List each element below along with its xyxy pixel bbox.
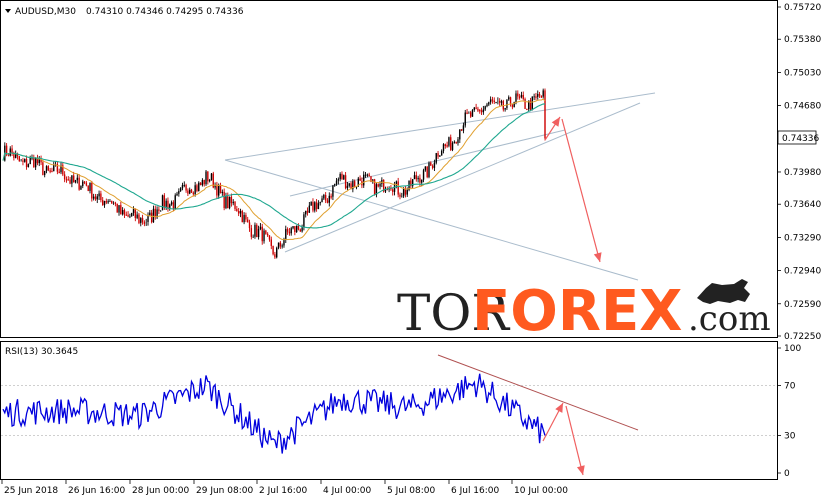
moving-averages — [2, 98, 546, 241]
time-tick-label: 26 Jun 16:00 — [68, 486, 125, 496]
watermark-tor: TOR — [397, 284, 510, 342]
trend-line — [224, 159, 639, 281]
symbol-label: AUDUSD,M30 — [15, 7, 76, 17]
price-tick-label: 0.75720 — [784, 3, 821, 13]
rsi-line — [2, 373, 546, 454]
time-tick-label: 25 Jun 2018 — [4, 486, 58, 496]
time-tick-label: 5 Jul 08:00 — [387, 486, 436, 496]
ma-fast-line — [2, 98, 546, 241]
price-tick-label: 0.74680 — [784, 102, 821, 112]
time-axis: 25 Jun 2018 26 Jun 16:00 28 Jun 00:00 29 Ju… — [1, 480, 568, 496]
rsi-label: RSI(13) 30.3645 — [5, 347, 78, 357]
ma-slow-line — [2, 103, 546, 229]
rsi-arrow-down — [565, 405, 584, 476]
rsi-axis: 100 70 30 0 — [1, 344, 801, 479]
dropdown-triangle-icon[interactable] — [5, 9, 11, 13]
forecast-arrow-down-head — [593, 252, 602, 262]
watermark-com: .com — [688, 299, 771, 339]
rsi-arrow-down-head — [576, 465, 585, 475]
rsi-tick-label: 70 — [784, 382, 796, 392]
trend-line — [224, 92, 656, 161]
forecast-arrow-up-head — [551, 117, 560, 127]
rsi-tick-label: 30 — [784, 432, 796, 442]
price-tick-label: 0.73290 — [784, 233, 821, 243]
time-tick-label: 6 Jul 16:00 — [451, 486, 500, 496]
price-tick-label: 0.73640 — [784, 200, 821, 210]
price-tick-label: 0.72590 — [784, 300, 821, 310]
rsi-tick-label: 100 — [784, 344, 801, 354]
time-tick-label: 2 Jul 16:00 — [259, 486, 308, 496]
time-tick-label: 29 Jun 08:00 — [196, 486, 253, 496]
rsi-tick-label: 0 — [784, 469, 790, 479]
current-price-label: 0.74336 — [782, 134, 819, 144]
watermark-logo: TOR FOREX .com — [397, 279, 771, 344]
price-tick-label: 0.75380 — [784, 35, 821, 45]
time-tick-label: 10 Jul 00:00 — [514, 486, 568, 496]
trend-lines — [224, 92, 656, 281]
price-panel-frame — [0, 0, 778, 338]
rsi-arrow-up-head — [555, 403, 563, 413]
watermark-forex: FOREX — [472, 279, 682, 344]
forecast-arrow-down — [561, 118, 601, 263]
ohlc-label: 0.74310 0.74346 0.74295 0.74336 — [86, 7, 244, 17]
price-tick-label: 0.73980 — [784, 168, 821, 178]
price-tick-label: 0.75030 — [784, 68, 821, 78]
time-tick-label: 28 Jun 00:00 — [132, 486, 189, 496]
rsi-indicator — [2, 354, 639, 454]
trend-line — [284, 102, 641, 253]
bull-icon — [697, 279, 750, 304]
rsi-panel-frame — [0, 341, 778, 480]
price-tick-label: 0.72940 — [784, 267, 821, 277]
price-tick-label: 0.72250 — [784, 332, 821, 342]
forecast-arrows — [542, 116, 602, 476]
current-price-box — [777, 130, 817, 145]
candles-group — [4, 88, 546, 259]
trend-line — [289, 129, 566, 197]
price-axis: 0.75720 0.75380 0.75030 0.74680 0.73980 0.736… — [777, 3, 821, 342]
rsi-trend-line — [437, 354, 639, 431]
time-tick-label: 4 Jul 00:00 — [323, 486, 372, 496]
